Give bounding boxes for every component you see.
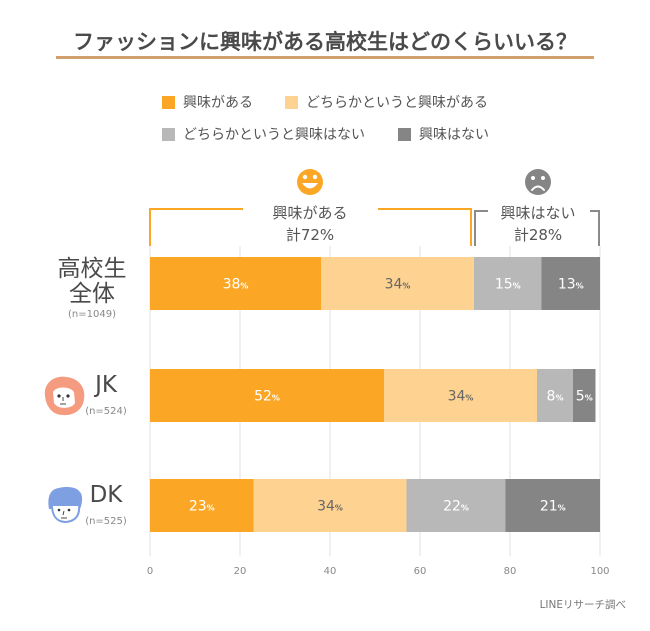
x-tick-label: 80	[504, 566, 517, 577]
legend-label: どちらかというと興味がある	[306, 95, 488, 111]
group-n-jk: (n=524)	[85, 406, 127, 417]
bar-segment-somewhat-not	[474, 257, 542, 310]
bar-segment-somewhat-interested	[384, 369, 537, 422]
legend-item-somewhat-not: どちらかというと興味はない	[162, 124, 365, 144]
positive-total: 計72%	[286, 226, 334, 244]
bar-segment-not-interested	[541, 257, 600, 310]
bar-segment-interested	[150, 479, 254, 532]
bar-segment-not-interested	[573, 369, 596, 422]
positive-bracket	[149, 208, 472, 246]
x-tick-label: 20	[234, 566, 247, 577]
bar-segment-somewhat-not	[537, 369, 573, 422]
bars-layer: 38% 34% 15% 13% 52% 34% 8% 5% 23% 34% 22% 21%	[150, 257, 600, 532]
bar-segment-somewhat-interested	[253, 479, 407, 532]
group-n-all: (n=1049)	[68, 309, 116, 320]
legend-item-not-interested: 興味はない	[398, 124, 489, 144]
x-tick-label: 100	[590, 566, 609, 577]
positive-label: 興味がある	[272, 204, 347, 222]
legend-item-interested: 興味がある	[162, 92, 253, 112]
source-credit: LINEリサーチ調べ	[539, 599, 626, 611]
bar-data-label: 5%	[576, 389, 593, 405]
smile-icon	[297, 169, 323, 195]
legend-swatch	[162, 95, 175, 109]
bar-data-label: 13%	[558, 277, 584, 293]
group-label-jk: JK	[93, 372, 118, 398]
negative-bracket	[474, 210, 600, 246]
negative-total: 計28%	[514, 226, 562, 244]
group-n-dk: (n=525)	[85, 516, 127, 527]
group-label-dk: DK	[90, 482, 124, 508]
title-underline	[56, 56, 594, 59]
x-axis-ticks: 0 20 40 60 80 100	[147, 566, 610, 577]
bar-data-label: 38%	[223, 277, 249, 293]
legend-label: 興味はない	[419, 127, 489, 143]
legend-label: 興味がある	[183, 95, 253, 111]
bar-segment-somewhat-interested	[321, 257, 474, 310]
x-tick-label: 60	[414, 566, 427, 577]
bar-segment-somewhat-not	[406, 479, 506, 532]
bar-data-label: 34%	[317, 499, 343, 515]
girl-face-icon	[44, 376, 85, 416]
x-tick-label: 0	[147, 566, 153, 577]
bar-data-label: 22%	[443, 499, 469, 515]
bar-data-label: 34%	[448, 389, 474, 405]
bar-data-label: 34%	[385, 277, 411, 293]
bar-segment-interested	[150, 369, 384, 422]
legend-label: どちらかというと興味はない	[183, 127, 365, 143]
legend-item-somewhat-interested: どちらかというと興味がある	[285, 92, 488, 112]
bar-data-label: 15%	[495, 277, 521, 293]
chart-title: ファッションに興味がある高校生はどのくらいいる？	[73, 30, 577, 54]
negative-label: 興味はない	[500, 204, 575, 222]
legend-swatch	[398, 127, 411, 141]
bar-data-label: 8%	[547, 389, 564, 405]
legend-swatch	[285, 95, 298, 109]
bar-segment-not-interested	[505, 479, 600, 532]
bar-data-label: 52%	[254, 389, 280, 405]
legend-swatch	[162, 127, 175, 141]
frown-icon	[525, 169, 551, 195]
bar-data-label: 21%	[540, 499, 566, 515]
group-label-all-line1: 高校生	[58, 256, 127, 282]
bar-segment-interested	[150, 257, 321, 310]
group-label-all-line2: 全体	[69, 281, 115, 307]
bar-data-label: 23%	[189, 499, 215, 515]
boy-face-icon	[48, 487, 83, 524]
x-tick-label: 40	[324, 566, 337, 577]
